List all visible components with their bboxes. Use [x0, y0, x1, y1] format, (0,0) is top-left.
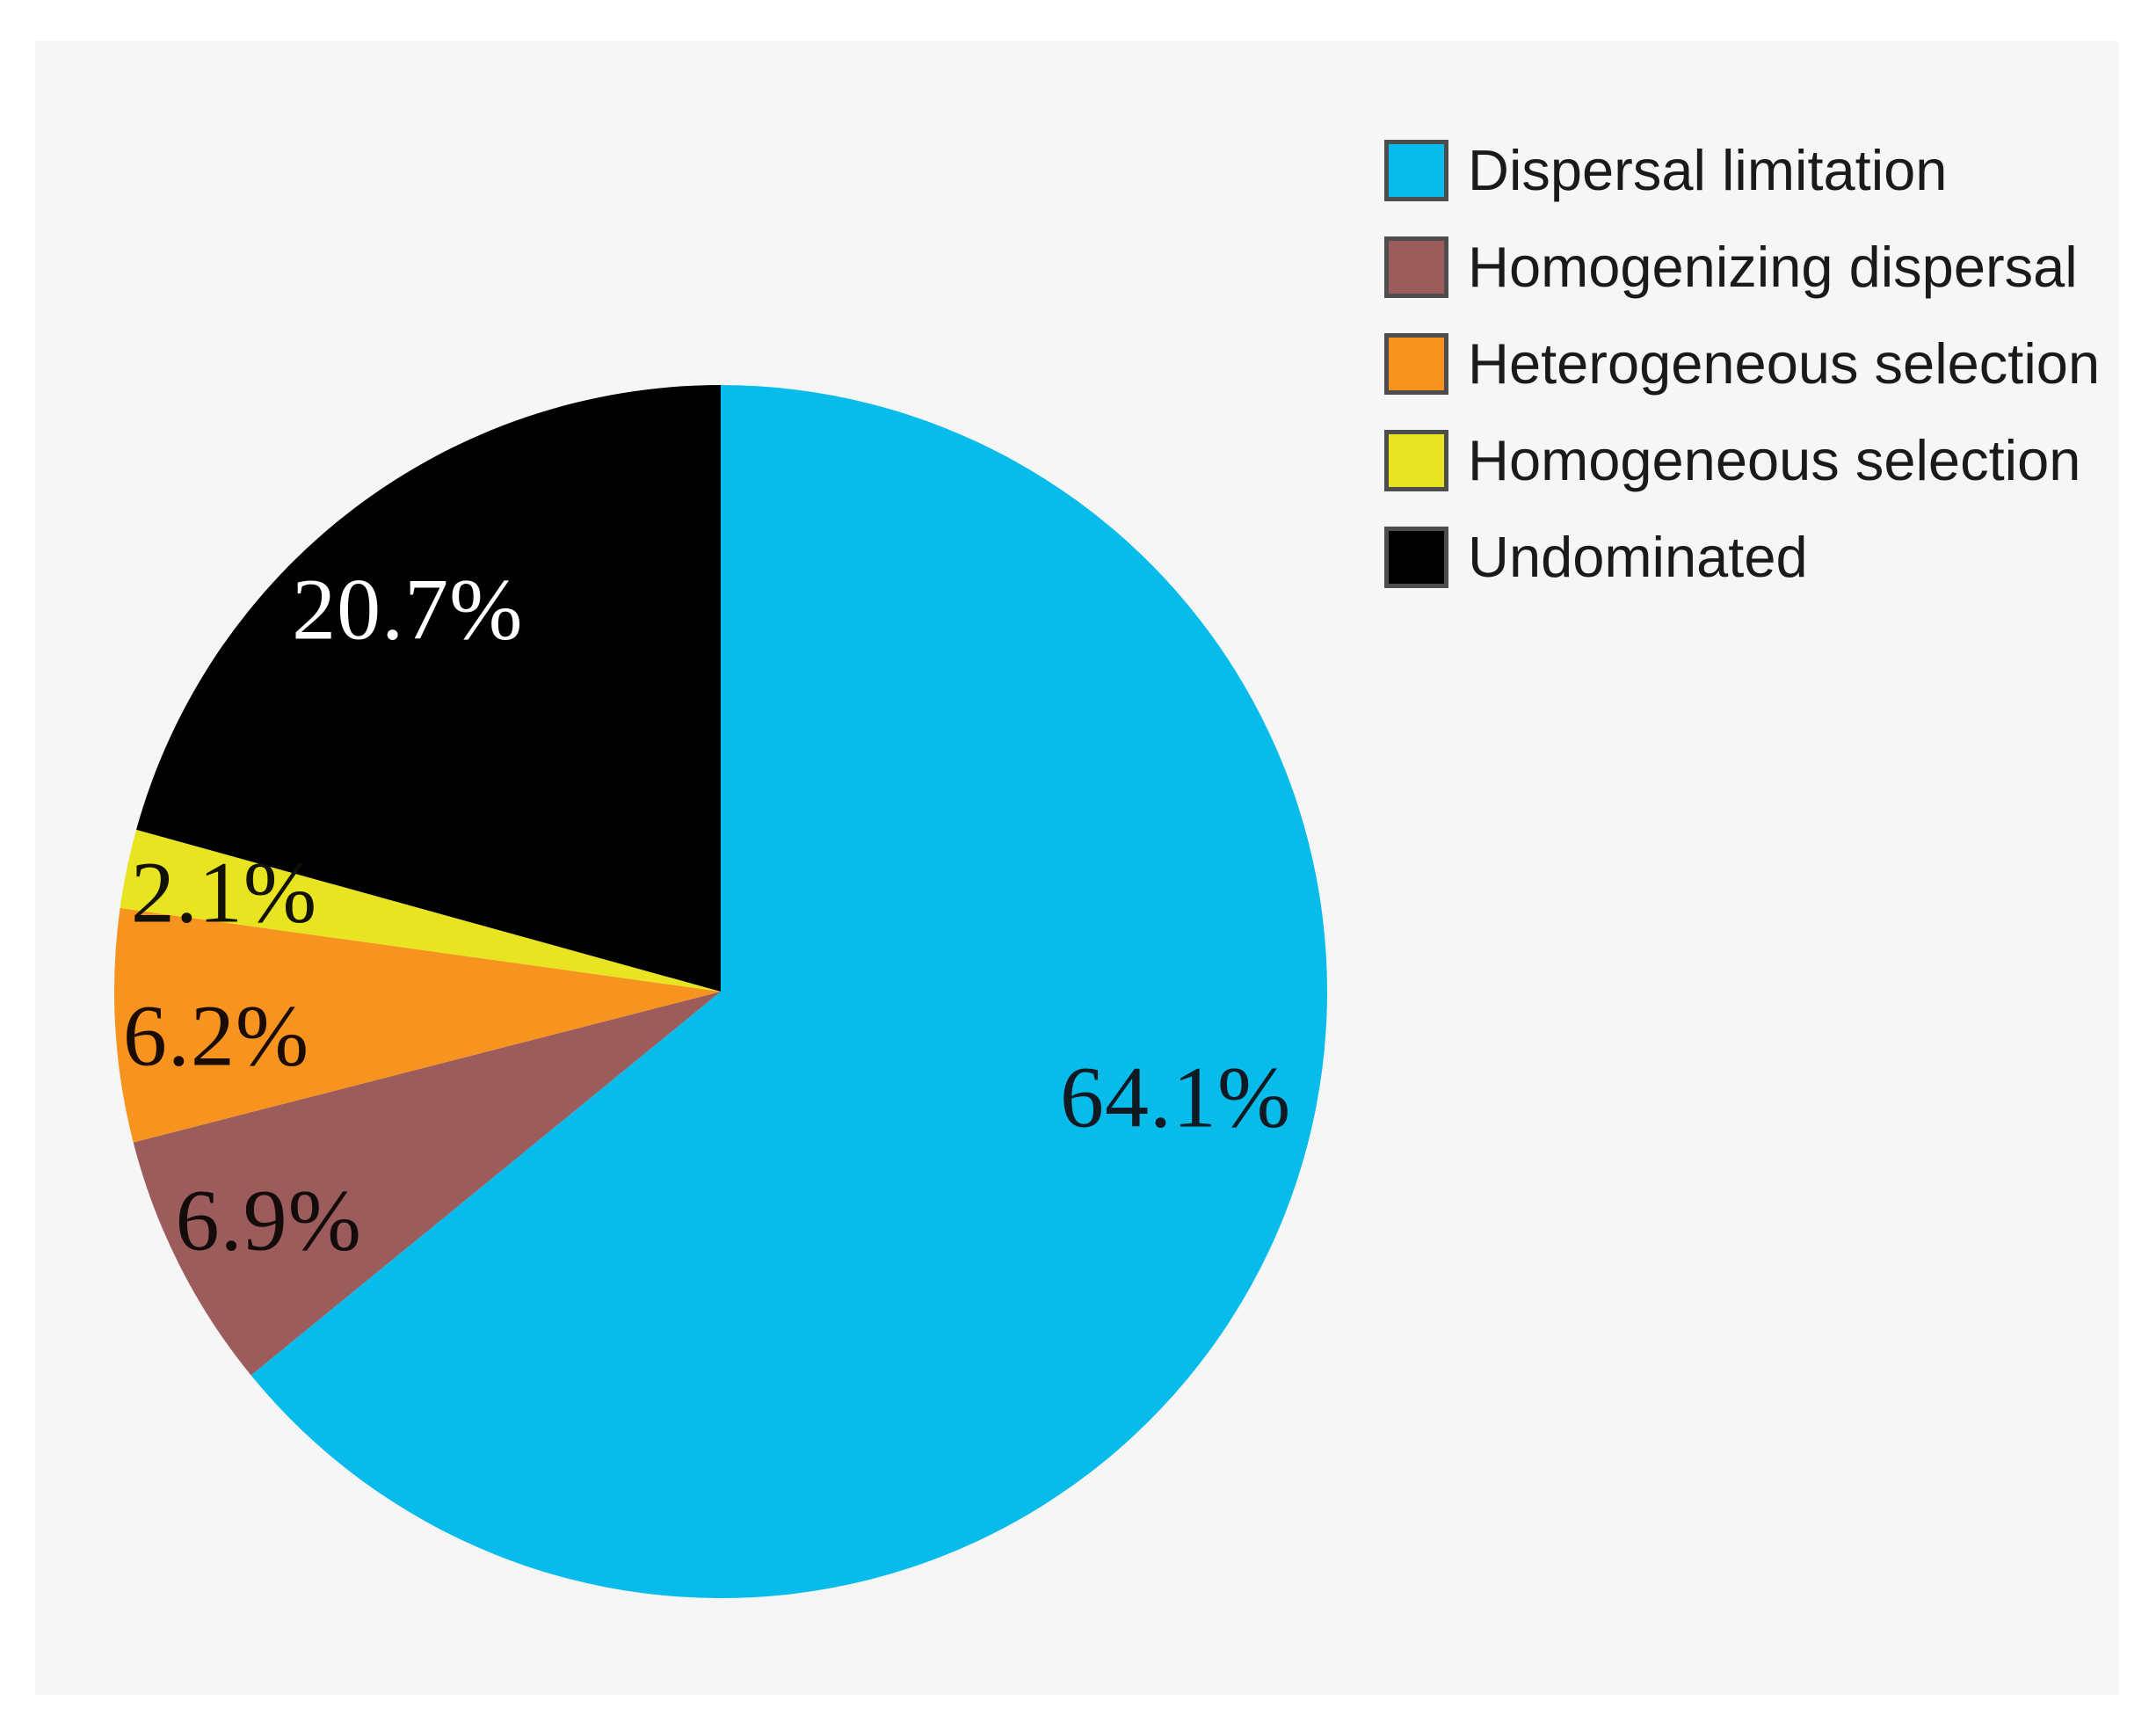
- legend-item-homogenizing-dispersal: Homogenizing dispersal: [1384, 236, 2100, 298]
- pie-slice-homogeneous-selection: [120, 829, 721, 992]
- legend-item-homogeneous-selection: Homogeneous selection: [1384, 429, 2100, 491]
- legend-item-undominated: Undominated: [1384, 526, 2100, 588]
- slice-value-label-homogenizing-dispersal: 6.9%: [175, 1171, 362, 1269]
- pie-slice-heterogeneous-selection: [113, 907, 721, 1143]
- legend-item-label: Heterogeneous selection: [1468, 331, 2101, 396]
- legend-swatch: [1384, 139, 1448, 201]
- legend-swatch: [1384, 429, 1448, 491]
- legend-item-dispersal-limitation: Dispersal limitation: [1384, 139, 2100, 201]
- legend-item-heterogeneous-selection: Heterogeneous selection: [1384, 332, 2100, 395]
- legend-swatch: [1384, 332, 1448, 395]
- legend: Dispersal limitation Homogenizing disper…: [1384, 139, 2100, 588]
- slice-value-label-dispersal-limitation: 64.1%: [1060, 1048, 1292, 1146]
- legend-item-label: Undominated: [1468, 525, 1808, 589]
- legend-swatch: [1384, 526, 1448, 588]
- slice-value-label-homogeneous-selection: 2.1%: [130, 843, 318, 941]
- legend-swatch: [1384, 236, 1448, 298]
- pie-slice-undominated: [136, 385, 721, 992]
- legend-item-label: Homogenizing dispersal: [1468, 235, 2078, 299]
- slice-value-label-heterogeneous-selection: 6.2%: [122, 986, 310, 1085]
- legend-item-label: Homogeneous selection: [1468, 428, 2081, 492]
- legend-item-label: Dispersal limitation: [1468, 138, 1948, 202]
- slice-value-label-undominated: 20.7%: [292, 560, 524, 658]
- pie-slice-dispersal-limitation: [250, 385, 1327, 1598]
- pie-slice-homogenizing-dispersal: [133, 992, 721, 1376]
